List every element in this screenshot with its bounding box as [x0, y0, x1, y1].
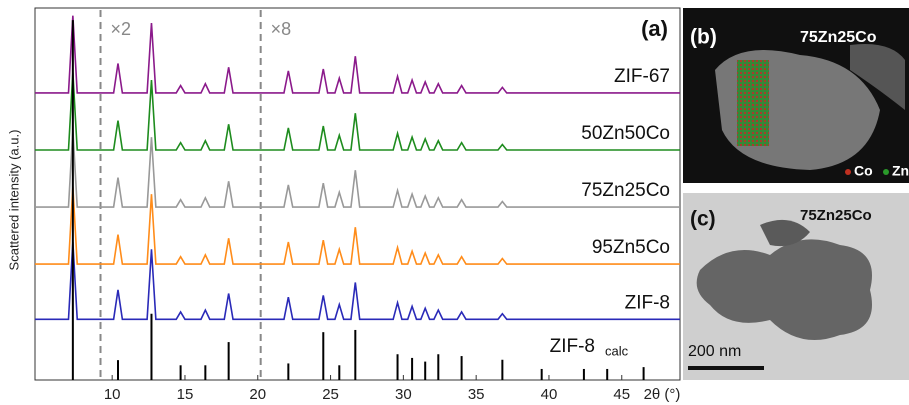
pattern-line — [35, 186, 680, 265]
pattern-line — [35, 241, 680, 321]
divider-label: ×8 — [271, 19, 292, 39]
series-label: ZIF-67 — [614, 66, 670, 87]
series-label: 95Zn5Co — [592, 237, 670, 258]
sample-label: 75Zn25Co — [800, 207, 872, 224]
series-label: ZIF-8 — [625, 292, 670, 313]
x-tick-label: 35 — [468, 386, 485, 403]
legend-label: Zn — [892, 163, 909, 179]
x-tick-label: 25 — [322, 386, 339, 403]
panel-c: (c) 75Zn25Co 200 nm — [683, 193, 909, 380]
x-tick-label: 10 — [104, 386, 121, 403]
sample-label: 75Zn25Co — [800, 29, 877, 46]
particle-cluster — [696, 239, 872, 340]
divider-label: ×2 — [111, 19, 132, 39]
scale-bar-label: 200 nm — [688, 343, 741, 360]
legend-dot — [883, 169, 889, 175]
panel-label: (b) — [690, 26, 717, 49]
legend-label: Co — [854, 163, 873, 179]
x-tick-label: 45 — [613, 386, 630, 403]
panel-b: (b) 75Zn25Co Co Zn — [683, 8, 909, 183]
x-tick-label: 15 — [177, 386, 194, 403]
particle — [760, 219, 810, 247]
plot-frame — [34, 7, 681, 381]
x-tick-label: 40 — [541, 386, 558, 403]
pattern-line — [35, 72, 680, 151]
pattern-line — [35, 15, 680, 94]
legend-dot — [845, 169, 851, 175]
scale-bar — [688, 366, 764, 370]
series-label: 75Zn25Co — [581, 180, 670, 201]
series-label: ZIF-8 — [550, 336, 595, 357]
series-label: 50Zn50Co — [581, 123, 670, 144]
x-axis-label: 2θ (°) — [644, 386, 681, 403]
pattern-line — [35, 129, 680, 208]
panel-label: (c) — [690, 208, 716, 231]
eds-map — [737, 60, 769, 146]
y-axis-label: Scattered intensity (a.u.) — [6, 130, 21, 271]
series-subscript: calc — [605, 343, 629, 358]
panel-label: (a) — [641, 16, 668, 41]
particle — [850, 44, 905, 110]
x-tick-label: 20 — [249, 386, 266, 403]
x-tick-label: 30 — [395, 386, 412, 403]
